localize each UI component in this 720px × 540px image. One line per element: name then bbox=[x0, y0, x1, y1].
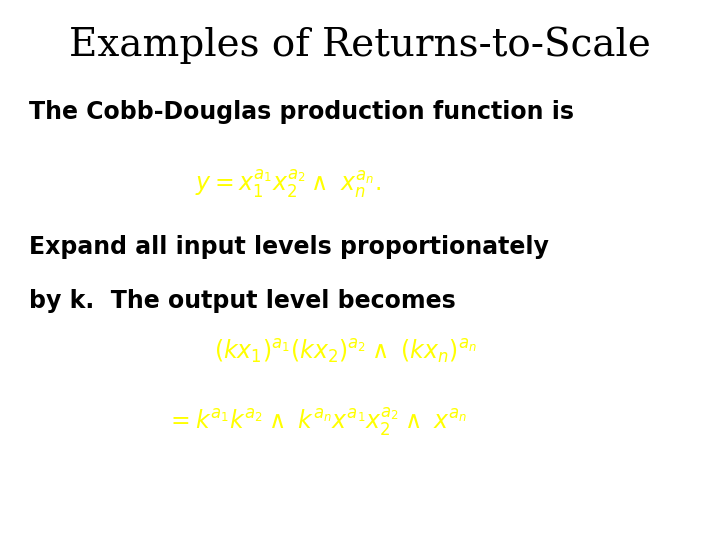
Text: $y = x_1^{a_1}x_2^{a_2}\wedge\ x_n^{a_n}.$: $y = x_1^{a_1}x_2^{a_2}\wedge\ x_n^{a_n}… bbox=[195, 167, 381, 200]
Text: by k.  The output level becomes: by k. The output level becomes bbox=[29, 289, 456, 313]
Text: Expand all input levels proportionately: Expand all input levels proportionately bbox=[29, 235, 549, 259]
Text: The Cobb-Douglas production function is: The Cobb-Douglas production function is bbox=[29, 100, 574, 124]
Text: $= k^{a_1}k^{a_2}\wedge\ k^{a_n}x^{a_1}x_2^{a_2}\wedge\ x^{a_n}$: $= k^{a_1}k^{a_2}\wedge\ k^{a_n}x^{a_1}x… bbox=[166, 405, 467, 438]
Text: $(kx_1)^{a_1}(kx_2)^{a_2}\wedge\ (kx_n)^{a_n}$: $(kx_1)^{a_1}(kx_2)^{a_2}\wedge\ (kx_n)^… bbox=[214, 338, 477, 366]
Text: Examples of Returns-to-Scale: Examples of Returns-to-Scale bbox=[69, 27, 651, 64]
